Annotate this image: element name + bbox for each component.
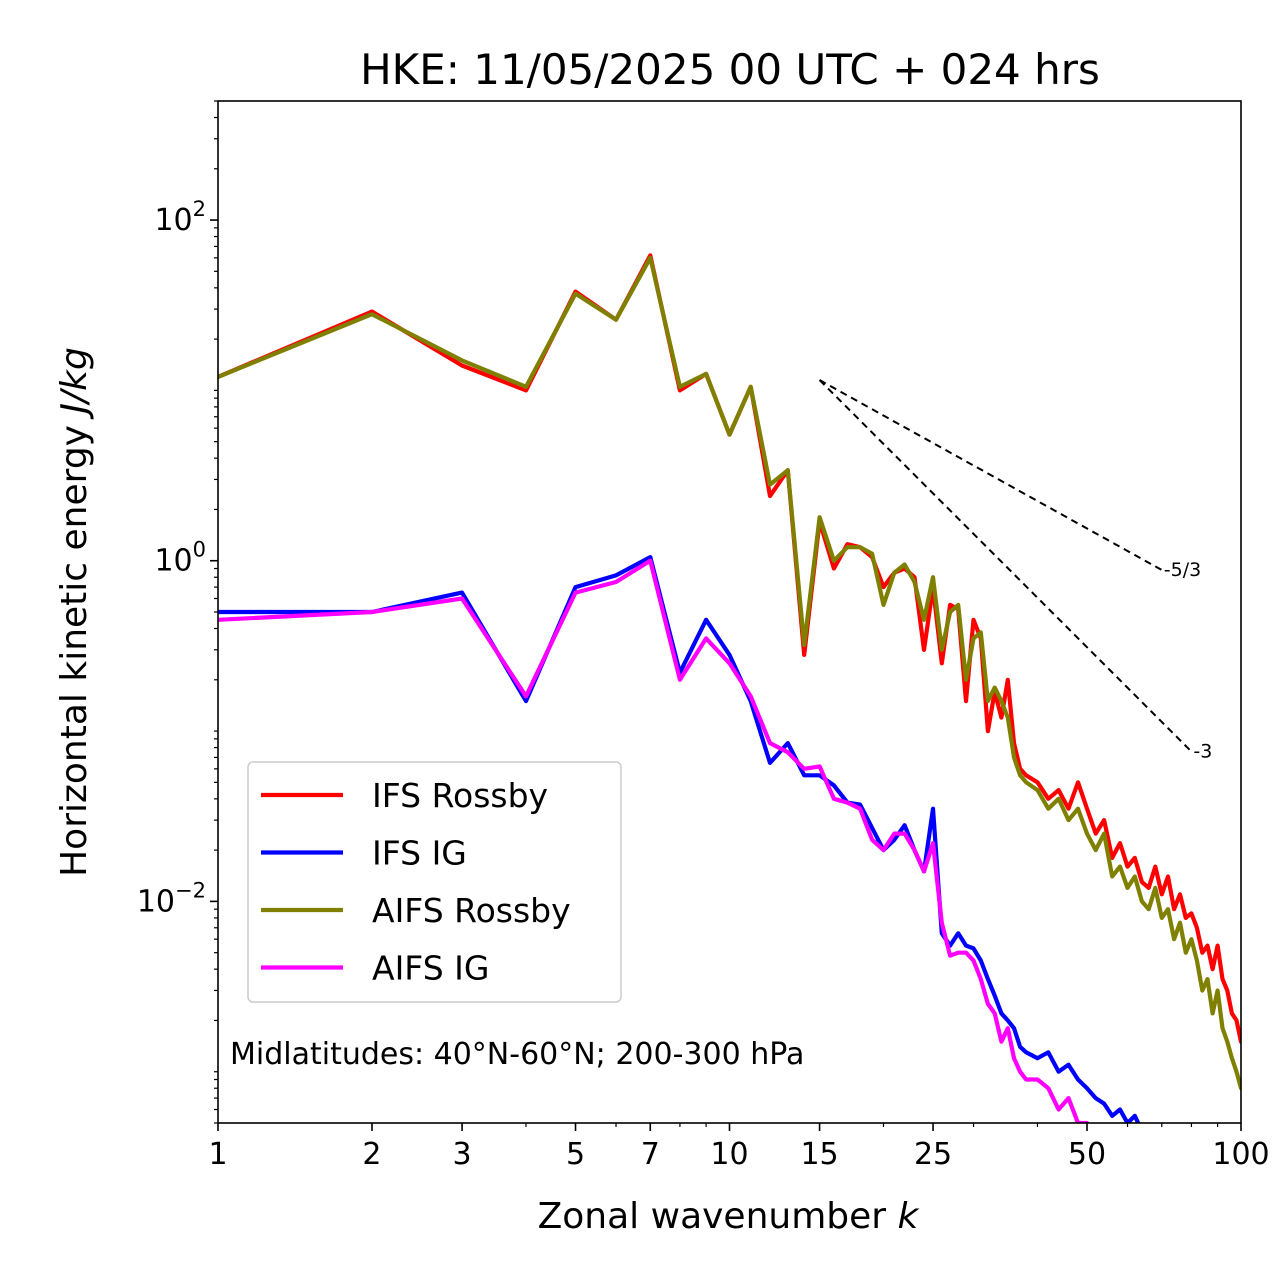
x-tick-label: 50	[1068, 1137, 1106, 1172]
x-tick-label: 5	[566, 1137, 585, 1172]
legend-entries: IFS Rossby IFS IG AIFS Rossby AIFS IG	[261, 776, 571, 988]
region-annotation: Midlatitudes: 40°N-60°N; 200-300 hPa	[230, 1037, 804, 1072]
series-line-ifs-ig	[218, 555, 1141, 1123]
x-tick-label: 25	[914, 1137, 952, 1172]
slope-line--3	[818, 379, 1193, 753]
series-line-aifs-rossby	[218, 255, 1241, 1091]
y-tick-label: 100	[154, 538, 206, 579]
plot-frame	[217, 100, 1242, 1124]
x-tick-label: 7	[641, 1137, 660, 1172]
slope-label--5-3: -5/3	[1164, 559, 1201, 581]
y-tick-base: 10	[154, 544, 192, 579]
legend-label-aifs-rossby: AIFS Rossby	[372, 891, 571, 930]
x-tick-label: 10	[710, 1137, 748, 1172]
x-tick-label: 3	[453, 1137, 472, 1172]
y-tick-exponent: 0	[193, 538, 206, 562]
legend-box	[247, 761, 622, 1003]
y-axis-label-text: Horizontal kinetic energy	[54, 425, 95, 877]
slope-line--5-3	[819, 379, 1163, 571]
reference-slopes: -5/3 -3	[818, 379, 1212, 763]
series-layer	[218, 253, 1241, 1123]
legend-label-ifs-rossby: IFS Rossby	[372, 776, 548, 815]
legend-label-ifs-ig: IFS IG	[372, 834, 467, 873]
series-line-ifs-rossby	[218, 253, 1241, 1044]
chart-title: HKE: 11/05/2025 00 UTC + 024 hrs	[360, 45, 1100, 94]
legend: IFS Rossby IFS IG AIFS Rossby AIFS IG	[247, 761, 622, 1003]
x-tick-label: 2	[362, 1137, 381, 1172]
y-tick-label: 102	[154, 197, 206, 238]
y-tick-exponent: 2	[193, 197, 206, 221]
slope-label--3: -3	[1193, 741, 1212, 763]
x-axis-label-text: Zonal wavenumber	[538, 1196, 887, 1237]
series-line-aifs-ig	[218, 558, 1090, 1123]
legend-label-aifs-ig: AIFS IG	[372, 949, 489, 988]
y-axis-label: Horizontal kinetic energy J/kg	[54, 347, 95, 877]
x-tick-label: 100	[1212, 1137, 1269, 1172]
x-tick-label: 15	[800, 1137, 838, 1172]
y-axis-label-unit: J/kg	[54, 347, 95, 419]
y-tick-base: 10	[137, 884, 175, 919]
x-axis-label-var: k	[898, 1196, 921, 1237]
y-tick-exponent: −2	[175, 878, 206, 902]
y-tick-label: 10−2	[137, 878, 206, 919]
x-axis-label: Zonal wavenumber k	[538, 1196, 921, 1237]
x-tick-label: 1	[208, 1137, 227, 1172]
y-tick-base: 10	[154, 203, 192, 238]
